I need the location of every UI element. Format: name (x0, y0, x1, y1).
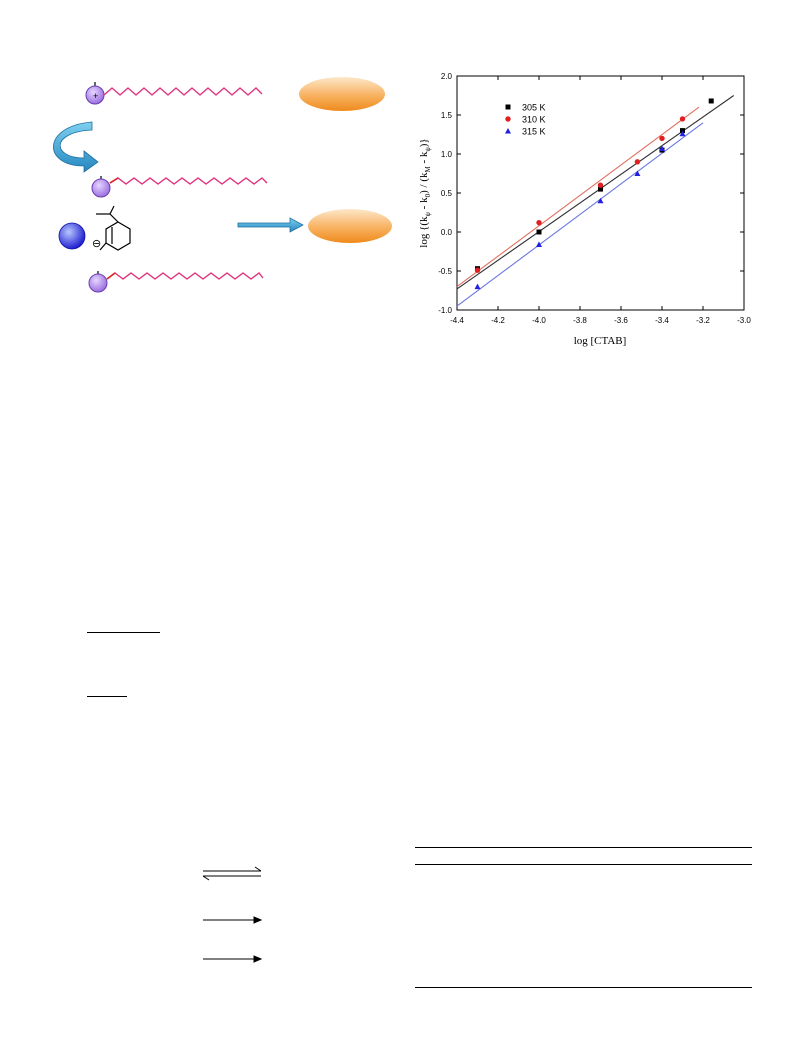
data-point (536, 229, 542, 235)
legend-marker (505, 116, 511, 122)
micelle-scheme: + ⊖ (53, 77, 392, 293)
legend-label: 305 K (522, 103, 546, 113)
chart-legend: 305 K 310 K 315 K (505, 103, 546, 137)
data-point (634, 159, 641, 165)
fit-line (456, 106, 700, 288)
fit-line (456, 122, 704, 307)
benzene-ring-icon (96, 205, 131, 251)
y-tick-label: -1.0 (438, 306, 452, 315)
counter-ion-icon (58, 222, 86, 250)
data-point (708, 98, 714, 104)
surfactant-1: + (85, 82, 263, 105)
head-group-icon (91, 178, 111, 198)
forward-arrow-icon-2 (203, 955, 263, 963)
curved-arrow-icon (53, 121, 99, 173)
legend-marker (505, 104, 511, 110)
data-point (679, 116, 686, 122)
data-point (597, 197, 604, 204)
anion-group: ⊖ (58, 205, 131, 251)
y-axis-label: log {(kψ - k0) / (kM - kψ)} (418, 138, 432, 247)
micelle-1 (299, 77, 385, 111)
data-point (680, 128, 685, 134)
alkyl-chain (109, 177, 268, 185)
table-bottom-rule (415, 987, 752, 988)
surfactant-3 (88, 271, 264, 293)
x-tick-label: -3.2 (696, 316, 710, 325)
plot-area (456, 75, 745, 311)
y-tick-label: 0.0 (441, 228, 453, 237)
data-point (474, 283, 481, 290)
axis-ticks: -4.4 -4.2 -4.0 -3.8 -3.6 -3.4 -3.2 -3.0 -1.0 -0.5… (438, 72, 751, 325)
head-group-icon (88, 273, 108, 293)
underline-1 (87, 632, 160, 633)
alkyl-chain (106, 272, 264, 280)
x-tick-label: -3.8 (573, 316, 587, 325)
equilibrium-arrow-icon (202, 866, 262, 881)
data-point (659, 145, 665, 152)
table-header-rule (415, 864, 752, 865)
data-point (597, 182, 604, 188)
data-points (474, 98, 714, 290)
y-tick-label: 0.5 (441, 189, 453, 198)
data-point (659, 135, 665, 142)
y-tick-label: 1.5 (441, 111, 453, 120)
y-tick-label: -0.5 (438, 267, 452, 276)
data-point (536, 219, 542, 226)
kinetics-chart: -4.4 -4.2 -4.0 -3.8 -3.6 -3.4 -3.2 -3.0 -1.0 -0.5… (418, 72, 751, 347)
anion-charge-symbol: ⊖ (92, 238, 101, 250)
reaction-arrows (202, 866, 263, 963)
x-tick-label: -3.0 (737, 316, 751, 325)
legend-label: 310 K (522, 115, 546, 125)
fit-line (456, 95, 735, 290)
micelle-2 (308, 209, 392, 243)
x-tick-label: -3.4 (655, 316, 669, 325)
x-tick-label: -4.4 (450, 316, 464, 325)
data-point (679, 130, 686, 137)
underline-2 (87, 696, 127, 697)
data-point (536, 241, 542, 247)
y-tick-label: 2.0 (441, 72, 453, 81)
alkyl-chain (103, 87, 263, 96)
reaction-arrow-icon (237, 217, 304, 233)
data-point (598, 186, 603, 192)
forward-arrow-icon-1 (203, 916, 263, 924)
legend-marker (505, 128, 511, 134)
fit-lines (456, 95, 735, 307)
surfactant-2 (91, 176, 268, 198)
x-axis-label: log [CTAB] (574, 335, 627, 347)
data-point (474, 267, 481, 273)
y-tick-label: 1.0 (441, 150, 453, 159)
charge-symbol: + (93, 91, 98, 101)
table-top-rule (415, 847, 752, 848)
x-tick-label: -4.0 (532, 316, 546, 325)
data-point (634, 170, 641, 176)
x-tick-label: -3.6 (614, 316, 628, 325)
legend-label: 315 K (522, 127, 546, 137)
x-tick-label: -4.2 (491, 316, 505, 325)
